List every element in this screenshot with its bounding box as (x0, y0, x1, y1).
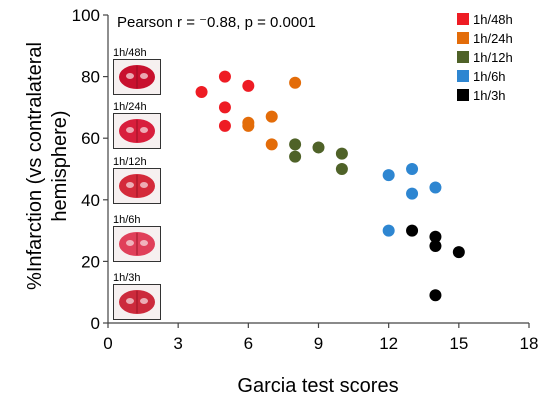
brain-image-label: 1h/12h (113, 156, 147, 168)
data-point (382, 169, 395, 182)
data-point (289, 138, 302, 151)
legend-swatch (457, 70, 469, 82)
brain-icon (119, 232, 155, 256)
brain-image-card: 1h/48h (113, 47, 161, 95)
x-tick-label: 12 (379, 334, 398, 353)
brain-image-label: 1h/3h (113, 272, 141, 284)
data-point (429, 181, 442, 194)
legend-swatch (457, 51, 469, 63)
x-tick-label: 0 (103, 334, 112, 353)
y-tick-label: 60 (81, 129, 100, 148)
brain-section-image (113, 226, 161, 262)
brain-section-image (113, 168, 161, 204)
data-point (265, 110, 278, 123)
legend-swatch (457, 89, 469, 101)
data-point (335, 147, 348, 160)
legend-label: 1h/3h (473, 88, 506, 103)
brain-image-label: 1h/6h (113, 214, 141, 226)
pearson-annotation: Pearson r = ⁻0.88, p = 0.0001 (117, 14, 316, 31)
data-point (289, 150, 302, 163)
x-tick-label: 15 (449, 334, 468, 353)
brain-icon (119, 119, 155, 143)
brain-section-image (113, 59, 161, 95)
y-axis-label: %Infarction (vs contralateral hemisphere… (24, 42, 71, 290)
data-point (429, 230, 442, 243)
legend-swatch (457, 32, 469, 44)
legend-label: 1h/6h (473, 69, 506, 84)
data-point (218, 119, 231, 132)
data-point (406, 187, 419, 200)
x-ticks: 0 3 6 9 12 15 18 (103, 323, 538, 353)
legend-label: 1h/24h (473, 31, 513, 46)
legend-label: 1h/12h (473, 50, 513, 65)
brain-image-card: 1h/3h (113, 272, 161, 320)
data-point (242, 79, 255, 92)
y-tick-label: 0 (91, 314, 100, 333)
legend-label: 1h/48h (473, 12, 513, 27)
data-point (218, 70, 231, 83)
data-point (429, 289, 442, 302)
data-point (382, 224, 395, 237)
y-axis-label-line-1: %Infarction (vs contralateral (24, 42, 46, 290)
y-axis-label-line-2: hemisphere) (49, 110, 71, 221)
y-tick-label: 100 (72, 6, 100, 25)
data-point (265, 138, 278, 151)
data-point (312, 141, 325, 154)
brain-image-label: 1h/24h (113, 101, 147, 113)
x-tick-label: 9 (314, 334, 323, 353)
brain-section-image (113, 113, 161, 149)
data-point (195, 86, 208, 98)
x-tick-label: 18 (520, 334, 539, 353)
brain-icon (119, 174, 155, 198)
data-point (335, 163, 348, 175)
data-points (195, 70, 465, 302)
x-axis-label: Garcia test scores (237, 375, 398, 397)
brain-image-card: 1h/12h (113, 156, 161, 204)
data-point (406, 163, 419, 175)
data-point (452, 246, 465, 259)
legend-swatch (457, 13, 469, 25)
data-point (289, 76, 302, 89)
legend: 1h/48h 1h/24h 1h/12h 1h/6h 1h/3h (457, 12, 513, 103)
data-point (406, 224, 419, 237)
y-tick-label: 20 (81, 252, 100, 271)
data-point (242, 119, 255, 132)
x-tick-label: 3 (173, 334, 182, 353)
data-point (429, 240, 442, 252)
x-tick-label: 6 (244, 334, 253, 353)
brain-image-label: 1h/48h (113, 47, 147, 59)
y-tick-label: 80 (81, 68, 100, 87)
brain-section-image (113, 284, 161, 320)
brain-image-card: 1h/6h (113, 214, 161, 262)
y-ticks: 0 20 40 60 80 100 (72, 6, 108, 333)
data-point (218, 101, 231, 114)
brain-icon (119, 65, 155, 89)
brain-image-card: 1h/24h (113, 101, 161, 149)
y-tick-label: 40 (81, 191, 100, 210)
brain-icon (119, 290, 155, 314)
